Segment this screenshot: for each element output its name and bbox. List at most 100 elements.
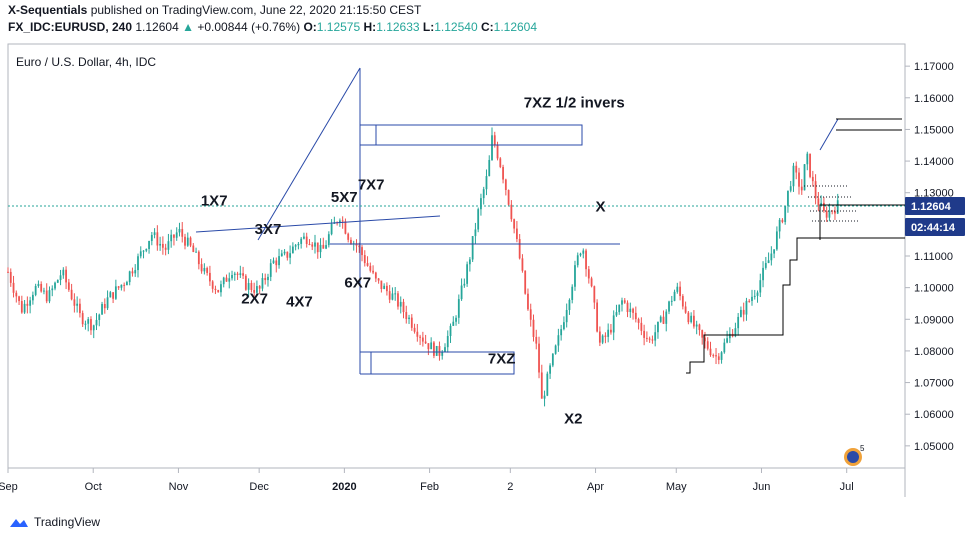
candle-body — [427, 343, 430, 350]
candle — [576, 252, 579, 268]
candles — [7, 127, 839, 407]
candle-body — [629, 308, 632, 313]
candle-body — [402, 301, 405, 313]
candle-body — [286, 251, 289, 258]
candle — [527, 288, 529, 311]
candle — [787, 190, 789, 213]
footer[interactable]: TradingView — [8, 515, 100, 529]
candle — [792, 162, 795, 192]
candle-body — [341, 220, 344, 222]
price-axis[interactable]: 1.17000 1.16000 1.15000 1.14000 1.13000 1.110… — [905, 61, 954, 453]
candle — [764, 256, 767, 270]
y-tick-6: 1.10000 — [905, 283, 954, 295]
target-box-upper[interactable] — [360, 124, 583, 146]
candle — [670, 295, 673, 306]
y-tick-10: 1.06000 — [905, 409, 954, 421]
candle — [778, 218, 781, 239]
x-tick-label: Jun — [753, 481, 771, 493]
candle-body — [795, 165, 798, 173]
candle — [206, 266, 209, 276]
candle — [131, 267, 134, 277]
candle-body — [598, 331, 601, 343]
candle — [455, 315, 457, 326]
y-tick-label: 1.06000 — [914, 409, 954, 421]
candle-body — [543, 395, 546, 399]
candle-body — [753, 295, 756, 297]
candle-body — [405, 312, 408, 320]
projection-line[interactable] — [819, 118, 839, 151]
candle — [366, 256, 369, 267]
candle — [170, 229, 173, 248]
candle — [214, 285, 217, 295]
tdst-resistance[interactable] — [819, 204, 905, 240]
candle — [834, 206, 836, 220]
trend-line[interactable] — [257, 67, 361, 241]
candle — [416, 324, 419, 342]
price-badge[interactable]: 1.12604 — [905, 197, 965, 215]
x-tick-1: Oct — [85, 468, 102, 493]
candle-body — [200, 264, 203, 272]
candle-body — [338, 220, 341, 223]
x-tick-label: Sep — [0, 481, 18, 493]
candle-body — [762, 267, 764, 281]
candle — [308, 239, 311, 246]
candle — [565, 303, 568, 328]
candle-body — [178, 228, 181, 233]
target-box-lower[interactable] — [360, 351, 515, 375]
candle-body — [366, 263, 369, 266]
candle-body — [515, 228, 518, 240]
candle-body — [596, 302, 599, 332]
plot-area[interactable] — [7, 43, 906, 469]
candle-body — [15, 292, 18, 297]
candle-body — [504, 179, 507, 190]
tdst-support[interactable] — [686, 237, 905, 374]
candle-body — [828, 210, 831, 218]
candle-body — [197, 251, 200, 265]
candle — [31, 291, 34, 305]
candle-body — [820, 202, 823, 206]
resistance-line[interactable] — [195, 215, 441, 233]
candle-body — [781, 219, 784, 223]
y-tick-label: 1.10000 — [914, 283, 954, 295]
candle — [316, 242, 319, 259]
candle — [488, 155, 491, 177]
candle-body — [446, 335, 449, 348]
candle-body — [239, 273, 242, 275]
candle — [394, 287, 397, 301]
candle — [106, 290, 109, 311]
candle-body — [438, 346, 441, 356]
candle — [79, 298, 81, 318]
candle-body — [706, 341, 709, 349]
x-tick-label: Feb — [420, 481, 439, 493]
candle-body — [145, 248, 148, 251]
x-tick-label: May — [666, 481, 687, 493]
candle-body — [269, 263, 272, 277]
open-label: O: — [303, 20, 317, 34]
candle-body — [23, 303, 26, 313]
candle-body — [81, 313, 84, 325]
candle-body — [734, 328, 737, 337]
candle — [73, 293, 76, 313]
candle-body — [510, 204, 513, 220]
annotation-label: 6X7 — [344, 275, 371, 292]
candle — [217, 289, 220, 293]
candle — [137, 253, 139, 278]
step-lines[interactable] — [686, 118, 905, 374]
candle-body — [51, 288, 54, 291]
candle-body — [582, 250, 585, 254]
candle-body — [397, 293, 399, 307]
events-icon[interactable]: 5 — [844, 444, 865, 466]
candle-body — [56, 280, 59, 283]
candle — [482, 186, 485, 205]
candle — [676, 282, 679, 294]
candle — [173, 234, 175, 246]
candle-body — [590, 278, 593, 287]
candle-body — [184, 236, 186, 246]
candle-body — [217, 290, 220, 293]
time-axis[interactable]: Sep Oct Nov Dec 2020 Feb 2 Apr May Jun Jul — [0, 468, 854, 493]
candle — [784, 205, 787, 225]
candle — [742, 302, 745, 322]
candle-body — [70, 289, 73, 300]
drawings[interactable] — [195, 67, 839, 375]
